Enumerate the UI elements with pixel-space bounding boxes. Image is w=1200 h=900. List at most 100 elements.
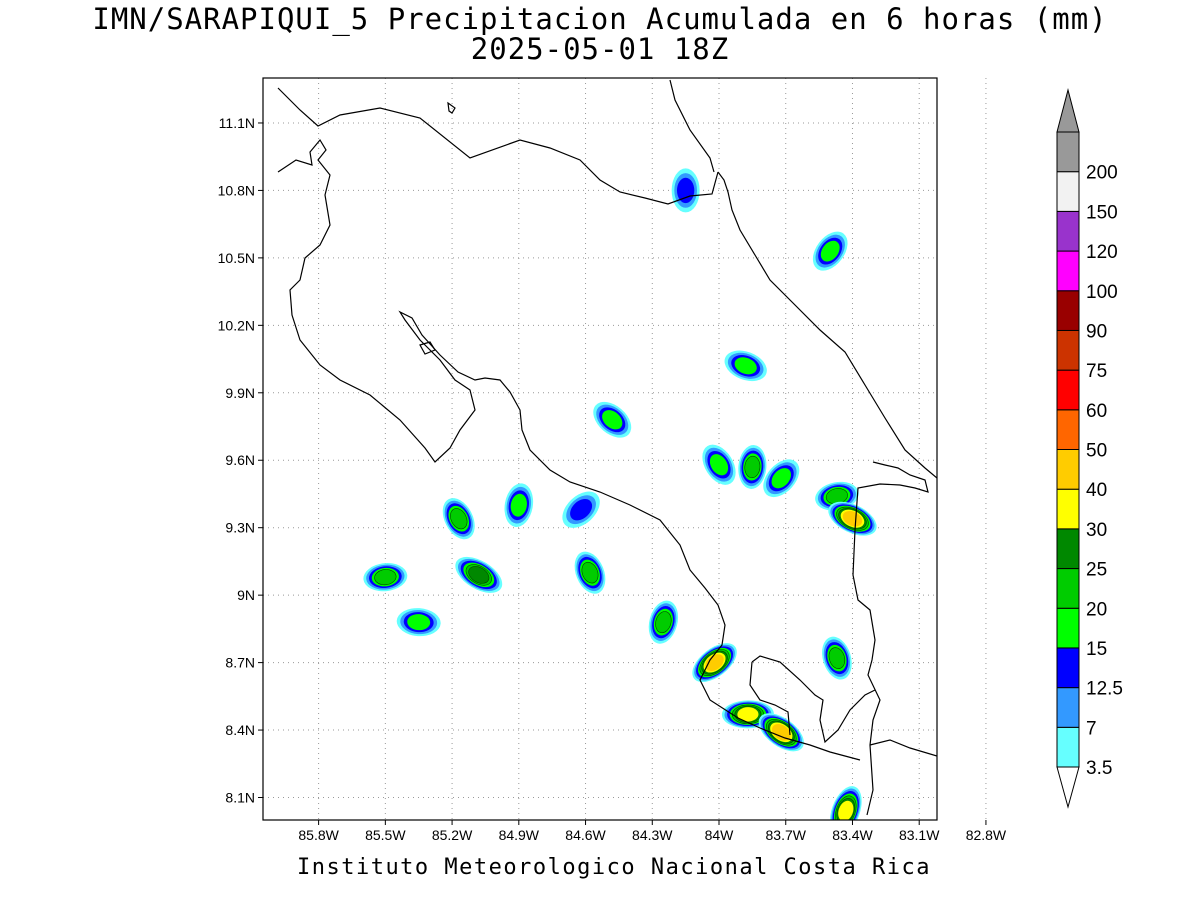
colorbar-swatch bbox=[1056, 290, 1080, 331]
precip-contour-12.5 bbox=[676, 177, 695, 204]
map-title: IMN/SARAPIQUI_5 Precipitacion Acumulada … bbox=[92, 2, 1108, 36]
precip-contour-15 bbox=[709, 454, 729, 476]
precip-cell bbox=[939, 310, 989, 349]
precip-cell bbox=[763, 459, 800, 498]
colorbar-swatch bbox=[1056, 250, 1080, 292]
colorbar-swatch bbox=[1056, 528, 1080, 570]
precip-cell bbox=[396, 608, 441, 637]
precip-contour-20 bbox=[450, 508, 468, 530]
precip-contour-15 bbox=[734, 357, 757, 375]
colorbar-swatch bbox=[1056, 568, 1080, 609]
precip-contour-3.5 bbox=[975, 661, 1027, 708]
precip-contour-20 bbox=[744, 455, 761, 479]
precip-cell bbox=[593, 401, 632, 438]
precip-cell bbox=[648, 600, 679, 644]
lon-tick-label: 82.8W bbox=[966, 827, 1007, 843]
axis-ticks: 85.8W 85.5W 85.2W 84.9W 84.6W 84.3W 84W 83.7W 83… bbox=[218, 115, 1007, 843]
colorbar-label: 100 bbox=[1086, 282, 1118, 303]
precip-contour-20 bbox=[655, 611, 672, 634]
colorbar-label: 60 bbox=[1086, 401, 1107, 422]
colorbar-label: 50 bbox=[1086, 441, 1107, 462]
precip-contour-30 bbox=[737, 707, 759, 722]
colorbar-swatch bbox=[1056, 171, 1080, 212]
colorbar-min-arrow bbox=[1056, 766, 1080, 809]
precip-contour-15 bbox=[510, 493, 527, 517]
lat-tick-label: 9.3N bbox=[225, 520, 255, 536]
footer-credit: Instituto Meteorologico Nacional Costa R… bbox=[296, 855, 932, 880]
colorbar-swatch bbox=[1056, 607, 1080, 649]
osa-inner bbox=[749, 661, 791, 736]
precip-contour-40 bbox=[705, 654, 724, 671]
lat-tick-label: 9.9N bbox=[225, 385, 255, 401]
precip-contour-30 bbox=[838, 800, 854, 820]
precip-contour-40 bbox=[842, 510, 863, 527]
precip-cell bbox=[702, 444, 736, 485]
colorbar-label: 40 bbox=[1086, 480, 1107, 501]
colorbar-swatch bbox=[1056, 369, 1080, 411]
precip-cell bbox=[504, 483, 534, 528]
lon-tick-label: 83.4W bbox=[832, 827, 873, 843]
precip-contour-7 bbox=[943, 313, 985, 346]
colorbar-label: 75 bbox=[1086, 361, 1107, 382]
lat-tick-label: 8.4N bbox=[225, 722, 255, 738]
lat-tick-label: 10.5N bbox=[218, 250, 255, 266]
precip-contour-15 bbox=[407, 614, 431, 631]
osa-peninsula bbox=[751, 655, 876, 744]
precip-contour-12.5 bbox=[947, 316, 981, 343]
colorbar-max-arrow bbox=[1056, 88, 1080, 133]
nicaragua-caribbean-coast bbox=[669, 79, 715, 173]
precip-contour-20 bbox=[374, 569, 397, 586]
coastlines-and-borders bbox=[277, 79, 937, 816]
nicaragua-border bbox=[277, 87, 719, 205]
lon-tick-label: 84.3W bbox=[632, 827, 673, 843]
precip-contour-15 bbox=[602, 410, 623, 430]
pacific-coast bbox=[277, 138, 861, 761]
precip-contour-40 bbox=[772, 724, 791, 741]
colorbar-label: 15 bbox=[1086, 639, 1107, 660]
colorbar-swatch bbox=[1056, 726, 1080, 768]
colorbar-swatch bbox=[1056, 210, 1080, 252]
precip-cell bbox=[828, 501, 877, 536]
lat-tick-label: 10.2N bbox=[218, 317, 255, 333]
colorbar-label: 90 bbox=[1086, 321, 1107, 342]
lon-tick-label: 83.7W bbox=[766, 827, 807, 843]
precip-contour-20 bbox=[581, 561, 599, 584]
precip-contour-12.5 bbox=[986, 671, 1017, 699]
precip-cell bbox=[455, 556, 503, 593]
precip-cell bbox=[574, 551, 606, 594]
colorbar-swatch bbox=[1056, 131, 1080, 173]
precip-contour-15 bbox=[820, 240, 840, 262]
lon-tick-label: 84.6W bbox=[565, 827, 606, 843]
colorbar-label: 200 bbox=[1086, 163, 1118, 184]
colorbar-legend: 3.5 7 12.5 15 20 25 30 40 50 60 75 90 100 120 150 200 bbox=[1056, 88, 1123, 809]
precip-contour-12.5 bbox=[570, 498, 593, 521]
precip-cell bbox=[363, 563, 408, 592]
precip-contour-25 bbox=[468, 566, 490, 584]
colorbar-label: 3.5 bbox=[1086, 758, 1112, 779]
lon-tick-label: 84.9W bbox=[499, 827, 540, 843]
colorbar-label: 12.5 bbox=[1086, 679, 1123, 700]
precip-cell bbox=[822, 636, 852, 680]
colorbar-label: 30 bbox=[1086, 520, 1107, 541]
precip-contour-7 bbox=[981, 666, 1022, 704]
lon-tick-label: 85.2W bbox=[432, 827, 473, 843]
precip-cell bbox=[975, 661, 1027, 708]
lat-tick-label: 8.7N bbox=[225, 655, 255, 671]
lat-tick-label: 9.6N bbox=[225, 452, 255, 468]
lon-tick-label: 85.5W bbox=[365, 827, 406, 843]
island-outline bbox=[447, 101, 456, 114]
colorbar-swatch bbox=[1056, 488, 1080, 530]
colorbar-swatch bbox=[1056, 329, 1080, 371]
colorbar-swatch bbox=[1056, 687, 1080, 728]
precip-cell bbox=[724, 350, 767, 382]
precip-cell bbox=[812, 231, 848, 271]
panama-border bbox=[852, 461, 929, 816]
precip-cell bbox=[671, 168, 700, 213]
lon-tick-label: 85.8W bbox=[298, 827, 339, 843]
colorbar-swatch bbox=[1056, 449, 1080, 490]
lat-tick-label: 8.1N bbox=[225, 790, 255, 806]
lon-tick-label: 83.1W bbox=[899, 827, 940, 843]
caribbean-coast bbox=[717, 171, 937, 479]
lon-tick-label: 84W bbox=[705, 827, 735, 843]
